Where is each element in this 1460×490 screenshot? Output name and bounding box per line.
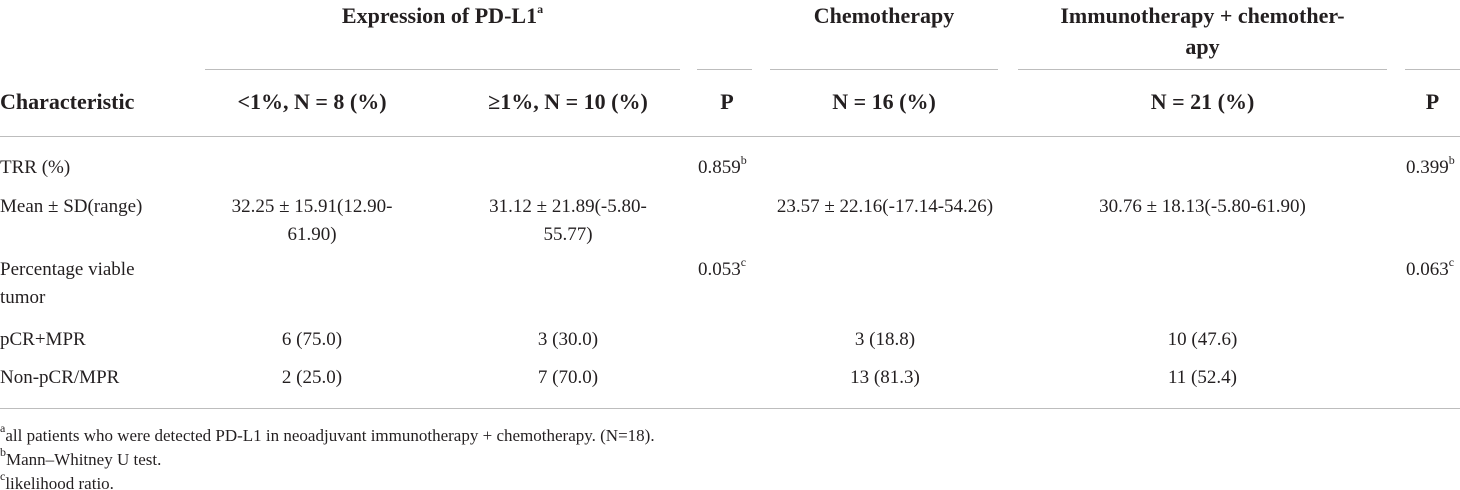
footnote-mark: a	[0, 421, 6, 436]
cell: 7 (70.0)	[537, 367, 599, 388]
footnote-mark: a	[537, 1, 544, 16]
row-label: Non-pCR/MPR	[0, 367, 120, 388]
footnote-text: all patients who were detected PD-L1 in …	[5, 426, 655, 445]
footnote-mark: b	[1448, 152, 1455, 167]
cell: 23.57 ± 22.16(-17.14-54.26)	[776, 196, 994, 217]
column-header: ≥1%, N = 10 (%)	[488, 89, 648, 114]
group-rule	[697, 69, 752, 70]
cell: 31.12 ± 21.89(-5.80-55.77)	[489, 196, 647, 245]
footnote-text: likelihood ratio.	[5, 474, 114, 490]
footnote-mark: c	[740, 254, 747, 269]
cell: 13 (81.3)	[850, 367, 920, 388]
cell: 3 (30.0)	[537, 329, 599, 350]
p-value: 0.063c	[1406, 256, 1454, 284]
group-rule	[770, 69, 998, 70]
bottom-rule	[0, 408, 1460, 409]
cell: 2 (25.0)	[281, 367, 343, 388]
cell: 32.25 ± 15.91(12.90-61.90)	[231, 196, 393, 245]
p-text: 0.399	[1406, 157, 1449, 178]
footnote-mark: b	[740, 152, 747, 167]
footnote-mark: b	[0, 445, 6, 460]
row-label: pCR+MPR	[0, 329, 86, 350]
footnote-mark: c	[1448, 254, 1455, 269]
group-header: Immunotherapy + chemother- apy	[1018, 0, 1387, 62]
cell: 30.76 ± 18.13(-5.80-61.90)	[1099, 196, 1306, 217]
footnote: bMann–Whitney U test.	[0, 445, 162, 472]
p-value: 0.399b	[1406, 154, 1455, 182]
column-header: P	[720, 89, 734, 114]
header-rule	[0, 136, 1460, 137]
group-rule	[205, 69, 680, 70]
group-header: Expression of PD-L1a	[205, 0, 680, 31]
header-text: Expression of PD-L1	[341, 3, 538, 28]
footnote: aall patients who were detected PD-L1 in…	[0, 421, 655, 448]
p-value: 0.859b	[698, 154, 747, 182]
cell: 6 (75.0)	[281, 329, 343, 350]
row-label: Percentage viable tumor	[0, 259, 135, 308]
cell: 10 (47.6)	[1167, 329, 1238, 350]
p-text: 0.859	[698, 157, 741, 178]
group-rule	[1018, 69, 1387, 70]
header-line: apy	[1185, 34, 1220, 59]
column-header: Characteristic	[0, 89, 135, 114]
column-header: N = 16 (%)	[832, 89, 936, 114]
p-text: 0.053	[698, 259, 741, 280]
p-value: 0.053c	[698, 256, 746, 284]
p-text: 0.063	[1406, 259, 1449, 280]
footnote: clikelihood ratio.	[0, 469, 114, 490]
column-header: P	[1425, 89, 1440, 114]
header-line: Immunotherapy + chemother-	[1060, 3, 1345, 28]
column-header: <1%, N = 8 (%)	[237, 89, 387, 114]
cell: 11 (52.4)	[1168, 367, 1237, 388]
footnote-text: Mann–Whitney U test.	[6, 450, 162, 469]
group-header: Chemotherapy	[813, 3, 955, 28]
footnote-mark: c	[0, 469, 6, 484]
group-rule	[1405, 69, 1460, 70]
row-label: TRR (%)	[0, 157, 71, 178]
row-label: Mean ± SD(range)	[0, 196, 143, 217]
cell: 3 (18.8)	[854, 329, 916, 350]
column-header: N = 21 (%)	[1150, 89, 1255, 114]
